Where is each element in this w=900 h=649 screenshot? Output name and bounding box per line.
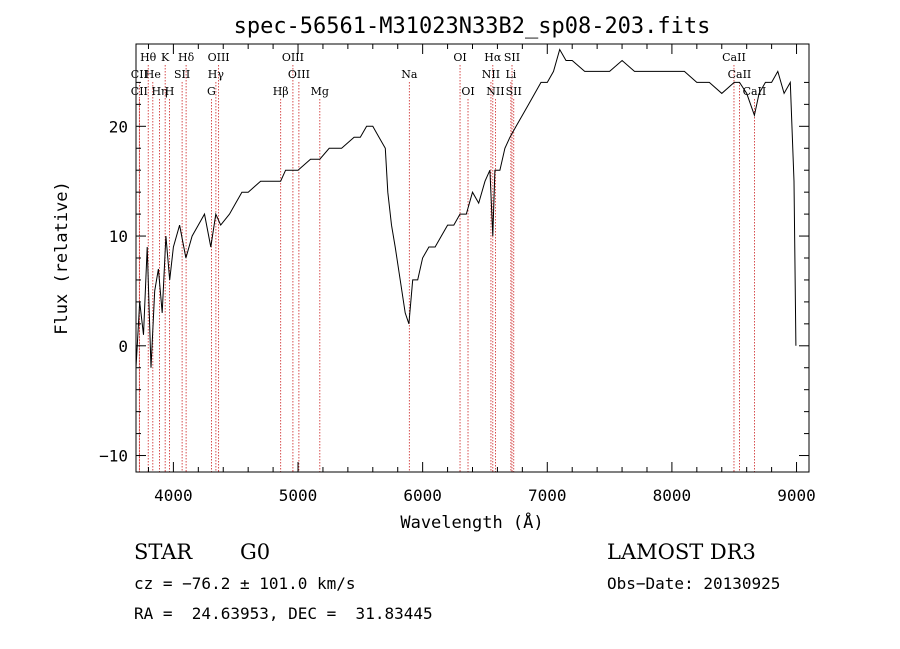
spectrum-series-line [135,48,797,368]
x-axis-label: Wavelength (Å) [400,511,543,533]
class-label: STAR [134,540,193,564]
line-label: OI [453,51,466,64]
x-tick-label: 5000 [279,486,318,505]
x-tick-label: 6000 [403,486,442,505]
line-label: OIII [208,51,230,64]
line-label: Hγ [208,68,225,81]
line-label: Hδ [178,51,195,64]
obs-date: Obs−Date: 20130925 [607,574,781,593]
line-label: NII [486,85,504,98]
line-label: CII [131,68,148,81]
coordinates-readout: RA = 24.63953, DEC = 31.83445 [134,604,433,623]
line-label: Mg [311,85,329,98]
line-label: OI [461,85,474,98]
x-tick-label: 8000 [653,486,692,505]
line-label: Hη [151,85,167,98]
x-tick-label: 9000 [777,486,816,505]
y-tick-label: 10 [109,227,128,246]
line-label: CaII [743,85,767,98]
subclass-label: G0 [240,540,271,564]
line-label: Na [401,68,418,81]
line-label: CaII [728,68,752,81]
y-tick-label: 20 [109,117,128,136]
chart-title: spec-56561-M31023N33B2_sp08-203.fits [234,14,711,39]
line-label: SII [506,85,522,98]
line-label: Hβ [273,85,289,98]
line-label: He [145,68,161,81]
line-label: SII [504,51,520,64]
x-tick-label: 4000 [154,486,193,505]
axis-ticks: 4000 5000 6000 7000 8000 9000 −10 0 10 20 [99,44,816,505]
y-tick-label: −10 [99,447,128,466]
y-tick-label: 0 [118,337,128,356]
line-label: K [161,51,170,64]
line-label: SII [174,68,190,81]
line-label: Hα [484,51,502,64]
line-label: G [207,85,216,98]
line-label: H [165,85,175,98]
velocity-readout: cz = −76.2 ± 101.0 km/s [134,574,356,593]
x-tick-label: 7000 [528,486,567,505]
line-label: OIII [288,68,310,81]
line-label: Hθ [140,51,157,64]
y-axis-label: Flux (relative) [52,181,72,335]
line-label: Li [505,68,516,81]
line-label: OIII [282,51,304,64]
line-label: CaII [722,51,746,64]
plot-frame [135,43,810,473]
line-label: NII [482,68,500,81]
line-label: CII [131,85,148,98]
survey-label: LAMOST DR3 [607,540,756,564]
